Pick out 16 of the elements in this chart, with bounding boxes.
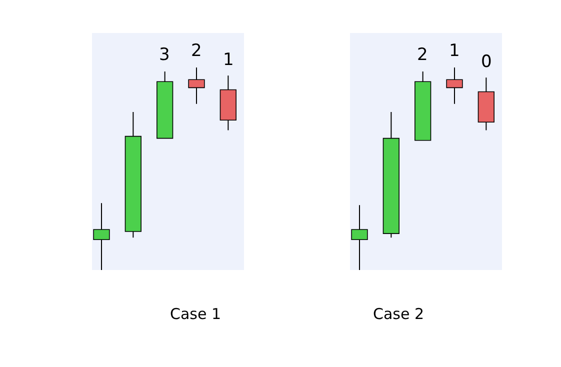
text: 2 bbox=[417, 45, 428, 65]
candlestick bbox=[93, 202, 110, 270]
candlestick bbox=[124, 112, 142, 238]
text: 1 bbox=[449, 41, 460, 61]
text: 2 bbox=[191, 41, 202, 61]
candlestick bbox=[351, 204, 368, 270]
candlestick bbox=[446, 66, 463, 104]
candlestick bbox=[220, 75, 236, 131]
text: 1 bbox=[223, 50, 234, 70]
x-axis-title: Case 1 bbox=[170, 305, 222, 323]
text: 3 bbox=[159, 45, 170, 65]
x-axis-title: Case 2 bbox=[373, 305, 424, 323]
candlestick bbox=[382, 112, 400, 238]
text: 0 bbox=[481, 52, 492, 72]
candlestick bbox=[478, 77, 494, 131]
candlestick bbox=[188, 66, 205, 104]
